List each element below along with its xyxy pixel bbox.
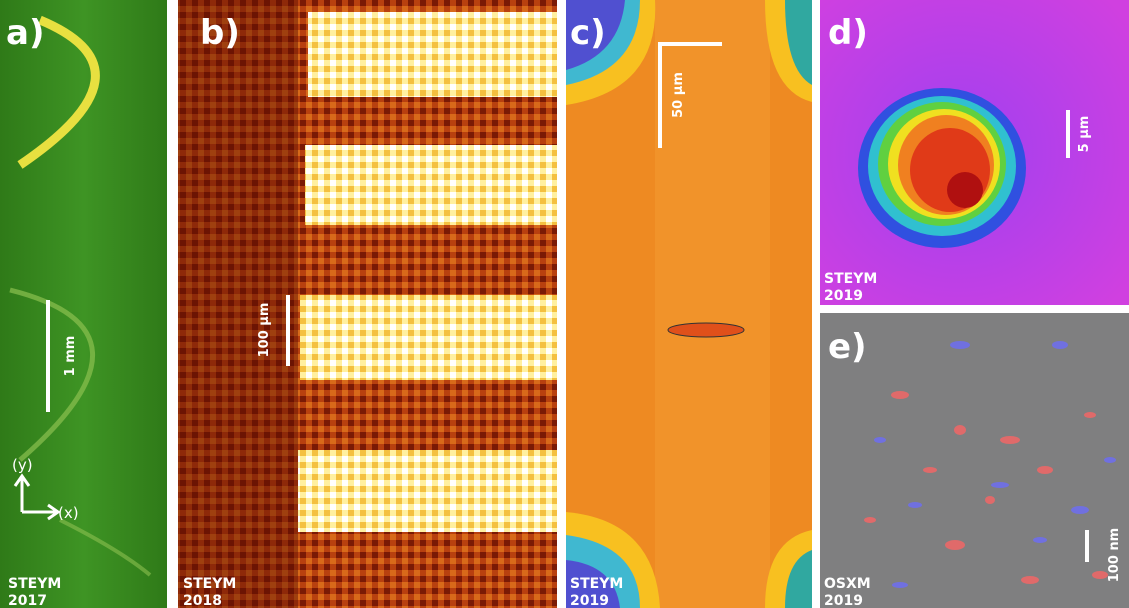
arc — [59, 518, 152, 577]
image-e — [820, 313, 1129, 608]
corner — [566, 0, 625, 70]
year: 2019 — [824, 593, 863, 608]
features — [874, 341, 1116, 588]
corner — [566, 560, 620, 608]
year: 2019 — [570, 593, 609, 608]
year: 2017 — [8, 593, 47, 608]
year: 2019 — [824, 288, 863, 304]
panel-label: d) — [828, 13, 868, 53]
instrument: STEYM — [8, 576, 61, 592]
stripe — [298, 450, 557, 532]
scale-label: 1 mm — [63, 336, 78, 377]
column — [655, 0, 770, 608]
image-a — [0, 0, 167, 608]
panel-label: c) — [570, 13, 606, 53]
axis-label: (y) — [12, 456, 33, 474]
scale-label: 50 µm — [671, 72, 686, 118]
corner — [785, 550, 812, 608]
panel-label: b) — [200, 13, 240, 53]
instrument: STEYM — [824, 271, 877, 287]
year: 2018 — [183, 593, 222, 608]
panel-c: c) 50 µm STEYM 2019 — [566, 0, 812, 608]
panel-d: d) 5 µm STEYM 2019 — [820, 0, 1129, 305]
panel-label: a) — [6, 13, 44, 53]
instrument: STEYM — [570, 576, 623, 592]
axis-label: (x) — [58, 504, 79, 522]
arc — [17, 15, 100, 169]
panel-label: e) — [828, 327, 867, 367]
panel-b: b) 100 µm STEYM 2018 — [178, 0, 557, 608]
features — [864, 391, 1108, 584]
stripe — [300, 295, 557, 380]
scale-label: 100 nm — [1107, 528, 1122, 582]
shade — [178, 0, 298, 608]
instrument: OSXM — [824, 576, 871, 592]
stripe — [308, 12, 557, 97]
instrument: STEYM — [183, 576, 236, 592]
corner — [785, 0, 812, 85]
scale-bar — [658, 42, 722, 148]
panel-a: a) 1 mm (y) (x) STEYM 2017 — [0, 0, 167, 608]
spot — [667, 322, 745, 338]
scale-label: 100 µm — [257, 303, 272, 358]
scale-label: 5 µm — [1077, 116, 1092, 153]
axes-arrow — [13, 473, 61, 521]
ring — [947, 172, 983, 208]
panel-e: e) 100 nm OSXM 2019 — [820, 313, 1129, 608]
stripe — [305, 145, 557, 225]
